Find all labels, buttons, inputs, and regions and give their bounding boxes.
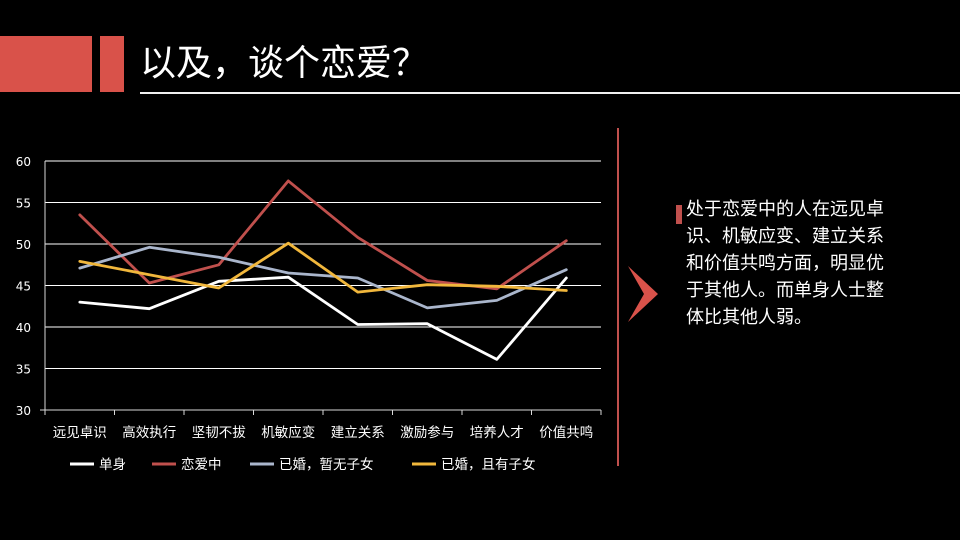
callout-text: 处于恋爱中的人在远见卓识、机敏应变、建立关系和价值共鸣方面，明显优于其他人。而单… xyxy=(686,199,884,328)
x-tick-label: 远见卓识 xyxy=(53,425,107,441)
chevron-right-icon xyxy=(628,266,658,322)
y-tick-label: 45 xyxy=(16,280,31,294)
legend-label: 单身 xyxy=(99,457,126,473)
vertical-divider xyxy=(617,128,619,466)
x-tick-label: 培养人才 xyxy=(470,425,524,441)
series-line xyxy=(78,245,568,310)
x-tick-label: 高效执行 xyxy=(122,424,176,441)
y-tick-label: 55 xyxy=(16,197,31,211)
title-underline xyxy=(140,92,960,94)
callout-box: 处于恋爱中的人在远见卓识、机敏应变、建立关系和价值共鸣方面，明显优于其他人。而单… xyxy=(676,196,891,331)
series-line xyxy=(78,179,568,291)
line-chart: 30 35 40 45 50 55 60 远见卓识 高效执行 坚韧不拔 机敏应变 建立关系 激励参与 培养… xyxy=(16,155,602,473)
page-title: 以及，谈个恋爱？ xyxy=(140,43,429,84)
x-tick-label: 机敏应变 xyxy=(261,424,315,441)
y-tick-label: 60 xyxy=(16,155,31,169)
y-tick-label: 30 xyxy=(16,404,31,418)
decorative-block-small xyxy=(100,36,124,92)
y-tick-label: 50 xyxy=(16,238,31,252)
legend-label: 恋爱中 xyxy=(181,456,222,473)
y-tick-label: 35 xyxy=(16,363,31,377)
x-tick-label: 坚韧不拔 xyxy=(192,425,246,441)
series-line xyxy=(78,241,568,294)
x-tick-label: 价值共鸣 xyxy=(539,424,593,441)
series-line xyxy=(78,275,568,361)
decorative-block-large xyxy=(0,36,92,92)
y-tick-label: 40 xyxy=(16,321,31,335)
x-tick-label: 激励参与 xyxy=(400,424,454,441)
legend-label: 已婚，暂无子女 xyxy=(279,456,374,473)
legend-label: 已婚，且有子女 xyxy=(441,456,536,473)
x-tick-label: 建立关系 xyxy=(331,425,385,441)
callout-marker xyxy=(676,205,682,224)
